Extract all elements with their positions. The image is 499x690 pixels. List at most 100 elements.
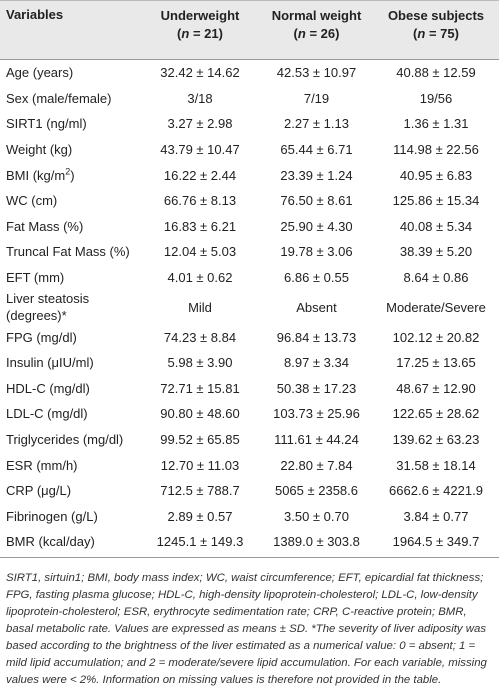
group-n: = 75): [425, 26, 459, 41]
value-cell: 40.88 ± 12.59: [396, 65, 476, 81]
value-cell: 3/18: [187, 90, 213, 106]
value-cell: 65.44 ± 6.71: [280, 142, 353, 158]
group-n: = 26): [305, 26, 340, 41]
row-label: Insulin (μIU/ml): [6, 355, 94, 371]
value-cell: 50.38 ± 17.23: [276, 380, 357, 396]
value-cell: 48.67 ± 12.90: [396, 380, 476, 396]
table-row: EFT (mm) 4.01 ± 0.62 6.86 ± 0.55 8.64 ± 0.8…: [0, 265, 499, 291]
row-label-cell: BMR (kcal/day): [0, 529, 140, 558]
value-cell: 4.01 ± 0.62: [167, 270, 233, 286]
value-cell: 31.58 ± 18.14: [396, 457, 476, 473]
value-cell: 76.50 ± 8.61: [280, 193, 353, 209]
row-label-cell: Sex (male/female): [0, 86, 140, 112]
row-label-cell: Fat Mass (%): [0, 214, 140, 240]
row-label-cell: Fibrinogen (g/L): [0, 504, 140, 530]
row-label-cell: LDL-C (mg/dl): [0, 401, 140, 427]
row-label: LDL-C (mg/dl): [6, 406, 88, 422]
value-cell: 114.98 ± 22.56: [393, 142, 479, 158]
table-row: FPG (mg/dl) 74.23 ± 8.84 96.84 ± 13.73 102.…: [0, 324, 499, 350]
row-label: BMR (kcal/day): [6, 534, 95, 550]
row-label: ESR (mm/h): [6, 457, 78, 473]
row-label-cell: Insulin (μIU/ml): [0, 350, 140, 376]
value-cell: 3.84 ± 0.77: [403, 508, 469, 524]
value-cell: 16.83 ± 6.21: [163, 218, 237, 234]
value-cell: 5.98 ± 3.90: [167, 355, 233, 371]
value-cell: 90.80 ± 48.60: [160, 406, 240, 422]
table-header: Variables Underweight (n = 21) Normal weig…: [0, 0, 499, 60]
table-row: ESR (mm/h) 12.70 ± 11.03 22.80 ± 7.84 31.58…: [0, 452, 499, 478]
header-cell: Underweight (n = 21): [140, 0, 260, 60]
row-label-cell: SIRT1 (ng/ml): [0, 111, 140, 137]
value-cell: 74.23 ± 8.84: [163, 329, 237, 345]
value-cell: 32.42 ± 14.62: [160, 65, 240, 81]
value-cell: 712.5 ± 788.7: [160, 483, 240, 499]
row-label: Fat Mass (%): [6, 218, 84, 234]
value-cell: 6662.6 ± 4221.9: [389, 483, 483, 499]
value-cell: 72.71 ± 15.81: [160, 380, 240, 396]
value-cell: 12.70 ± 11.03: [160, 457, 240, 473]
table-row: Triglycerides (mg/dl) 99.52 ± 65.85 111.61…: [0, 427, 499, 453]
footnote: SIRT1, sirtuin1; BMI, body mass index; W…: [6, 571, 487, 686]
table-row: Age (years) 32.42 ± 14.62 42.53 ± 10.97 40.…: [0, 60, 499, 86]
table-row: BMI (kg/m2) 16.22 ± 2.44 23.39 ± 1.24 40.95…: [0, 162, 499, 188]
group-n: (: [177, 26, 182, 41]
value-cell: 3.50 ± 0.70: [284, 508, 349, 524]
value-cell: 25.90 ± 4.30: [280, 218, 353, 234]
header-row: Variables Underweight (n = 21) Normal weig…: [0, 0, 499, 60]
row-label-cell: Age (years): [0, 60, 140, 86]
group-n-symbol: n: [181, 26, 190, 41]
group-title: Normal weight: [271, 8, 362, 23]
row-label: CRP (μg/L): [6, 483, 72, 499]
value-cell: 5065 ± 2358.6: [274, 483, 359, 499]
row-label-cell: CRP (μg/L): [0, 478, 140, 504]
row-label: Truncal Fat Mass (%): [6, 244, 130, 260]
value-cell: Absent: [296, 299, 337, 315]
value-cell: 1389.0 ± 303.8: [260, 529, 373, 558]
row-label: SIRT1 (ng/ml): [6, 116, 87, 132]
table-row: SIRT1 (ng/ml) 3.27 ± 2.98 2.27 ± 1.13 1.36 …: [0, 111, 499, 137]
value-cell: Mild: [188, 299, 212, 315]
value-cell: 22.80 ± 7.84: [280, 457, 353, 473]
table-row: CRP (μg/L) 712.5 ± 788.7 5065 ± 2358.6 6662…: [0, 478, 499, 504]
value-cell: 43.79 ± 10.47: [160, 142, 240, 158]
value-cell: 2.27 ± 1.13: [284, 116, 349, 132]
row-label-cell: Triglycerides (mg/dl): [0, 427, 140, 453]
row-label-cell: ESR (mm/h): [0, 452, 140, 478]
value-cell: 7/19: [303, 90, 330, 106]
group-title: Underweight: [160, 8, 240, 23]
group-n: (: [413, 26, 418, 41]
value-cell: 42.53 ± 10.97: [276, 65, 357, 81]
row-label: Sex (male/female): [6, 90, 112, 106]
value-cell: Moderate/Severe: [386, 299, 486, 315]
value-cell: 19/56: [419, 90, 453, 106]
value-cell: 8.97 ± 3.34: [284, 355, 349, 371]
row-label-cell: HDL-C (mg/dl): [0, 376, 140, 402]
value-cell: 23.39 ± 1.24: [280, 167, 353, 183]
row-label: ): [70, 167, 75, 183]
value-cell: 111.61 ± 44.24: [274, 432, 359, 448]
value-cell: 19.78 ± 3.06: [280, 244, 353, 260]
value-cell: 40.08 ± 5.34: [399, 218, 473, 234]
value-cell: 1245.1 ± 149.3: [140, 529, 260, 558]
value-cell: 40.95 ± 6.83: [399, 167, 473, 183]
value-cell: 1964.5 ± 349.7: [373, 529, 499, 558]
row-label: Weight (kg): [6, 142, 73, 158]
value-cell: 122.65 ± 28.62: [392, 406, 480, 422]
data-table: Variables Underweight (n = 21) Normal weig…: [0, 0, 499, 558]
table-row: Sex (male/female) 3/18 7/19 19/56: [0, 86, 499, 112]
value-cell: 125.86 ± 15.34: [392, 193, 480, 209]
value-cell: 103.73 ± 25.96: [273, 406, 360, 422]
row-label: BMI (kg/m: [6, 167, 66, 183]
group-n: (: [293, 26, 298, 41]
table-row: BMR (kcal/day) 1245.1 ± 149.3 1389.0 ± 303…: [0, 529, 499, 558]
table-row: Fibrinogen (g/L) 2.89 ± 0.57 3.50 ± 0.70 3.…: [0, 504, 499, 530]
value-cell: 8.64 ± 0.86: [403, 270, 469, 286]
value-cell: 96.84 ± 13.73: [276, 329, 357, 345]
row-label: FPG (mg/dl): [6, 329, 77, 345]
table-row: Insulin (μIU/ml) 5.98 ± 3.90 8.97 ± 3.34 17…: [0, 350, 499, 376]
row-label: Triglycerides (mg/dl): [6, 432, 124, 448]
value-cell: 1.36 ± 1.31: [403, 116, 469, 132]
table-row: LDL-C (mg/dl) 90.80 ± 48.60 103.73 ± 25.96…: [0, 401, 499, 427]
value-cell: 66.76 ± 8.13: [163, 193, 237, 209]
